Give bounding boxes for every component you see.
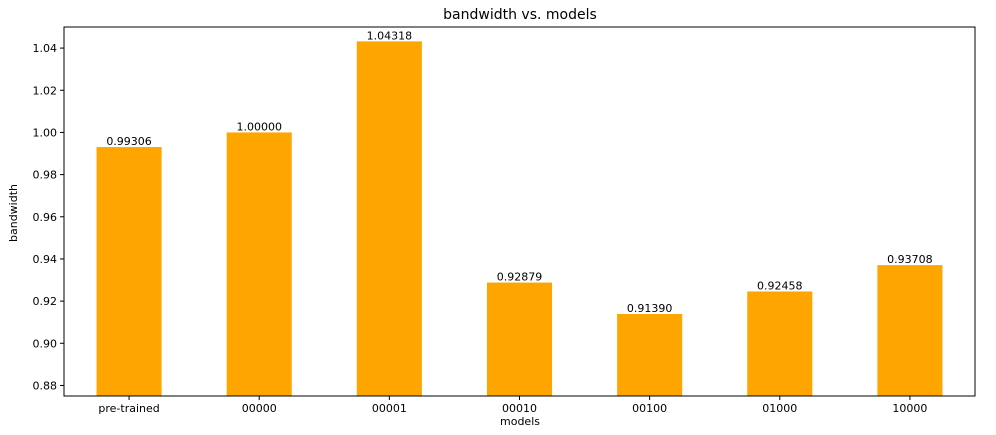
x-tick-label: 00100	[632, 402, 667, 415]
bar	[747, 291, 813, 396]
plot-area: 0.99306 1.00000 1.04318 0.92879 0.91390 0.924…	[33, 26, 976, 415]
x-tick-label: 01000	[762, 402, 797, 415]
data-label: 1.00000	[236, 120, 282, 133]
y-tick-label: 0.96	[33, 211, 58, 224]
x-tick-label: 00001	[372, 402, 407, 415]
y-axis-label: bandwidth	[7, 184, 20, 242]
bar	[486, 282, 553, 396]
data-label: 0.92458	[757, 279, 803, 292]
bar	[356, 41, 422, 396]
x-tick-label: 00010	[502, 402, 537, 415]
y-tick-label: 1.02	[33, 84, 58, 97]
x-tick-label: 10000	[892, 402, 927, 415]
data-label: 0.99306	[106, 135, 152, 148]
chart-title: bandwidth vs. models	[443, 7, 597, 23]
bar	[877, 265, 943, 396]
y-tick-label: 0.98	[33, 169, 58, 182]
data-label: 0.92879	[497, 271, 543, 284]
y-tick-label: 1.04	[33, 42, 58, 55]
y-tick-label: 1.00	[33, 126, 58, 139]
data-label: 1.04318	[367, 29, 413, 42]
bar	[226, 132, 292, 396]
data-label: 0.91390	[627, 302, 673, 315]
bar	[96, 147, 162, 396]
bar	[617, 313, 683, 396]
y-tick-label: 0.88	[33, 379, 58, 392]
x-axis-label: models	[500, 415, 540, 428]
y-tick-label: 0.90	[33, 337, 58, 350]
x-tick-label: 00000	[242, 402, 277, 415]
y-tick-label: 0.94	[33, 253, 58, 266]
data-label: 0.93708	[887, 253, 933, 266]
y-tick-label: 0.92	[33, 295, 58, 308]
x-tick-label: pre-trained	[98, 402, 159, 415]
